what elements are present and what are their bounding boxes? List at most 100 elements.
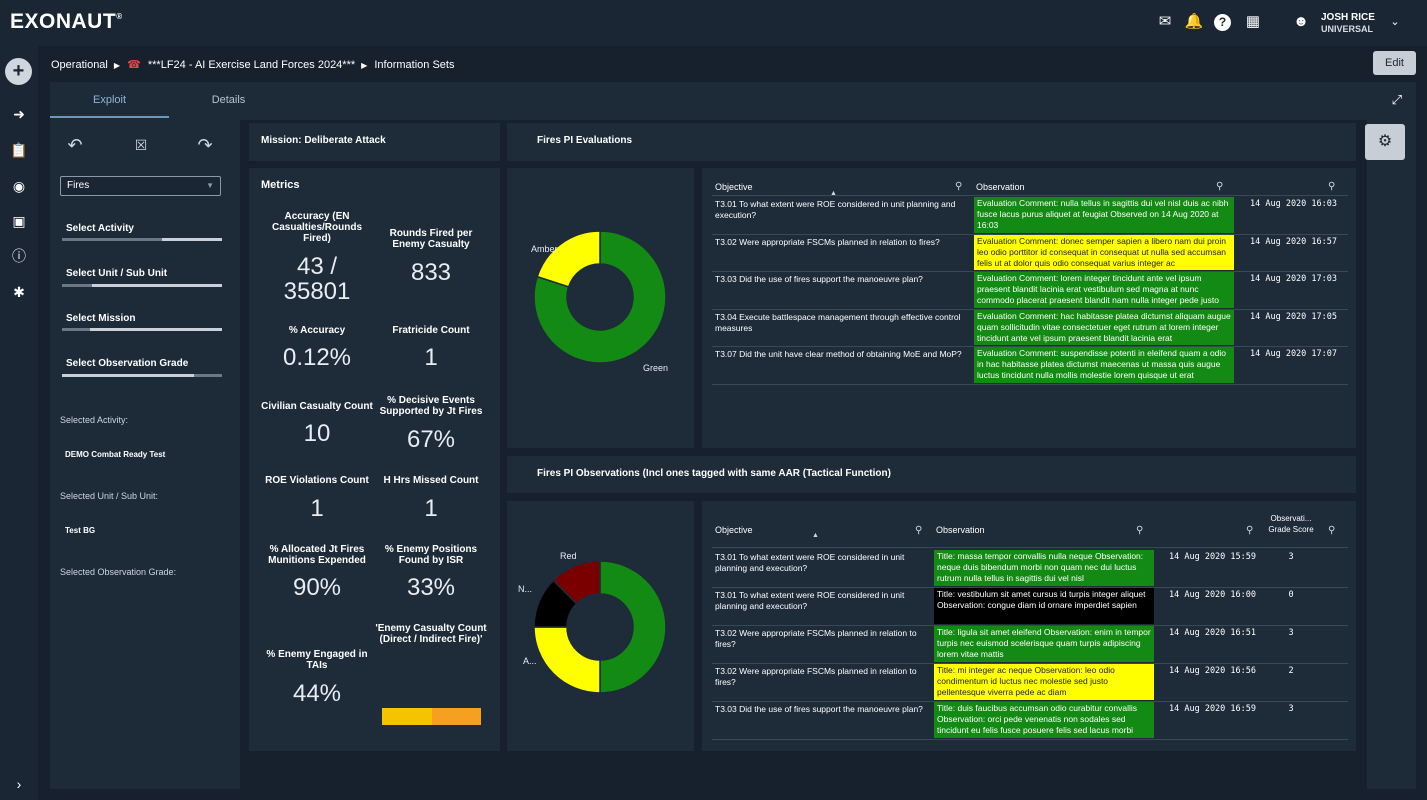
search-icon[interactable]: ⚲ (915, 525, 923, 536)
table-cell-observation[interactable]: Title: massa tempor convallis nulla nequ… (934, 550, 1154, 586)
table-cell-observation[interactable]: Evaluation Comment: lorem integer tincid… (974, 272, 1234, 308)
select-mission-bar[interactable] (62, 328, 222, 331)
inbox-icon[interactable]: ▣ (12, 213, 26, 229)
metric-label: Civilian Casualty Count (261, 401, 373, 412)
tab-details[interactable]: Details (211, 94, 246, 106)
select-grade-label[interactable]: Select Observation Grade (66, 358, 189, 369)
select-mission-label[interactable]: Select Mission (66, 313, 136, 324)
sort-asc-icon[interactable]: ▲ (830, 190, 837, 197)
donut-slice-label: Green (643, 363, 668, 373)
table-cell-observation[interactable]: Evaluation Comment: donec semper sapien … (974, 234, 1234, 270)
table-cell-date: 14 Aug 2020 16:57 (1250, 236, 1337, 247)
metric-value: 90% (292, 574, 342, 601)
row-divider (712, 383, 1348, 385)
table-cell-objective: T3.04 Execute battlespace management thr… (715, 311, 961, 333)
search-icon[interactable]: ⚲ (1136, 525, 1144, 536)
evaluations-table-panel: Objective ▲ ⚲ Observation ⚲ ⚲ T3.01 To w… (702, 168, 1356, 448)
table-cell-objective: T3.07 Did the unit have clear method of … (715, 349, 962, 359)
metric-value: 1 (424, 344, 438, 371)
table-cell-observation[interactable]: Title: vestibulum sit amet cursus id tur… (934, 588, 1154, 624)
clear-selection-icon[interactable]: ☒ (134, 137, 148, 153)
function-select[interactable]: Fires ▼ (60, 176, 221, 196)
expand-nav-icon[interactable]: › (16, 776, 22, 792)
sort-asc-icon[interactable]: ▲ (812, 532, 819, 539)
donut-slice-label: A... (523, 656, 537, 666)
undo-icon[interactable]: ↶ (67, 135, 83, 155)
column-header-observation[interactable]: Observation (976, 182, 1025, 192)
donut-slice[interactable] (599, 560, 667, 694)
metric-value: 833 (410, 259, 452, 286)
table-cell-observation[interactable]: Evaluation Comment: nulla tellus in sagi… (974, 197, 1234, 233)
evaluations-donut-panel: Green Amber (507, 168, 694, 448)
apps-grid-icon[interactable]: ▦ (1245, 13, 1261, 30)
metric-label: % Accuracy (288, 325, 346, 336)
observations-donut-chart: A... N... Red (518, 551, 667, 694)
observations-title: Fires PI Observations (Incl ones tagged … (537, 468, 891, 479)
table-cell-objective: T3.02 Were appropriate FSCMs planned in … (715, 236, 940, 247)
filter-panel: ↶ ☒ ↷ Fires ▼ Select Activity Select Unit… (50, 120, 240, 789)
table-cell-objective: T3.02 Were appropriate FSCMs planned in … (715, 628, 917, 649)
row-divider (712, 271, 1348, 272)
row-divider (712, 233, 1348, 235)
redo-icon[interactable]: ↷ (197, 135, 213, 155)
tab-exploit[interactable]: Exploit (50, 82, 169, 118)
donut-slice-label: Amber (531, 244, 558, 254)
select-activity-label[interactable]: Select Activity (66, 223, 134, 234)
row-divider (712, 346, 1348, 347)
bell-icon[interactable]: 🔔 (1184, 13, 1204, 30)
select-unit-label[interactable]: Select Unit / Sub Unit (66, 268, 168, 279)
table-cell-observation[interactable]: Title: mi integer ac neque Observation: … (934, 664, 1154, 700)
exonaut-logo[interactable]: EXONAUT® (10, 10, 123, 33)
metric-label: % Enemy Engaged in TAIs (266, 649, 368, 671)
select-grade-bar[interactable] (62, 374, 222, 377)
donut-slice[interactable] (536, 230, 601, 288)
enemy-casualty-bar-indirect (432, 708, 481, 725)
table-cell-date: 14 Aug 2020 16:51 (1169, 628, 1256, 638)
select-unit-bar[interactable] (62, 284, 222, 287)
user-name[interactable]: JOSH RICE (1321, 12, 1375, 23)
dashboard: Mission: Deliberate Attack Metrics Accur… (240, 120, 1367, 789)
column-header-objective[interactable]: Objective (715, 182, 753, 192)
puzzle-icon[interactable]: ✱ (13, 284, 25, 300)
clipboard-icon[interactable]: 📋 (10, 142, 28, 158)
column-header-objective[interactable]: Objective (715, 525, 753, 535)
breadcrumb-item-exercise[interactable]: ***LF24 - AI Exercise Land Forces 2024**… (147, 59, 356, 71)
breadcrumb-separator-icon: ▶ (113, 61, 121, 70)
metric-label: Accuracy (EN Casualties/Rounds Fired) (271, 211, 363, 244)
table-cell-observation[interactable]: Title: ligula sit amet eleifend Observat… (934, 626, 1154, 662)
settings-gear-button[interactable]: ⚙ (1365, 124, 1405, 160)
search-icon[interactable]: ⚲ (1328, 525, 1336, 536)
edit-button[interactable]: Edit (1373, 51, 1416, 75)
add-icon[interactable]: + (5, 58, 32, 85)
eye-icon[interactable]: ◉ (12, 178, 26, 194)
donut-slice[interactable] (552, 560, 601, 605)
column-header-observation[interactable]: Observation (936, 525, 985, 535)
user-avatar-icon[interactable]: ☻ (1293, 13, 1309, 30)
table-cell-observation[interactable]: Title: duis faucibus accumsan odio curab… (934, 702, 1154, 738)
row-divider (712, 587, 1348, 588)
evaluations-header: Fires PI Evaluations (507, 123, 1356, 161)
table-cell-observation[interactable]: Evaluation Comment: hac habitasse platea… (974, 309, 1234, 345)
chevron-down-icon[interactable]: ⌄ (1390, 16, 1400, 28)
breadcrumb-item-information-sets[interactable]: Information Sets (374, 59, 455, 71)
chat-icon[interactable]: ✉ (1158, 13, 1172, 30)
select-activity-bar[interactable] (62, 238, 222, 241)
table-cell-grade-score: 3 (1288, 628, 1294, 638)
selected-activity-value: DEMO Combat Ready Test (65, 450, 166, 459)
column-header-grade-score[interactable]: Observati... Grade Score (1268, 514, 1314, 534)
search-icon[interactable]: ⚲ (1328, 181, 1336, 192)
collapse-icon[interactable]: ⤢ (1391, 92, 1402, 107)
donut-slice[interactable] (533, 626, 601, 694)
info-icon[interactable]: ⓘ (12, 248, 26, 264)
breadcrumb-item-operational[interactable]: Operational (51, 59, 108, 71)
help-icon[interactable]: ? (1214, 14, 1231, 31)
search-icon[interactable]: ⚲ (955, 181, 963, 192)
search-icon[interactable]: ⚲ (1246, 525, 1254, 536)
evaluations-title: Fires PI Evaluations (537, 135, 633, 146)
search-icon[interactable]: ⚲ (1216, 181, 1224, 192)
donut-slice[interactable] (533, 230, 667, 364)
table-cell-observation[interactable]: Evaluation Comment: suspendisse potenti … (974, 347, 1234, 383)
arrow-right-icon[interactable]: ➜ (13, 106, 25, 122)
table-cell-grade-score: 3 (1288, 704, 1294, 714)
metrics-panel: Metrics Accuracy (EN Casualties/Rounds F… (249, 168, 500, 751)
